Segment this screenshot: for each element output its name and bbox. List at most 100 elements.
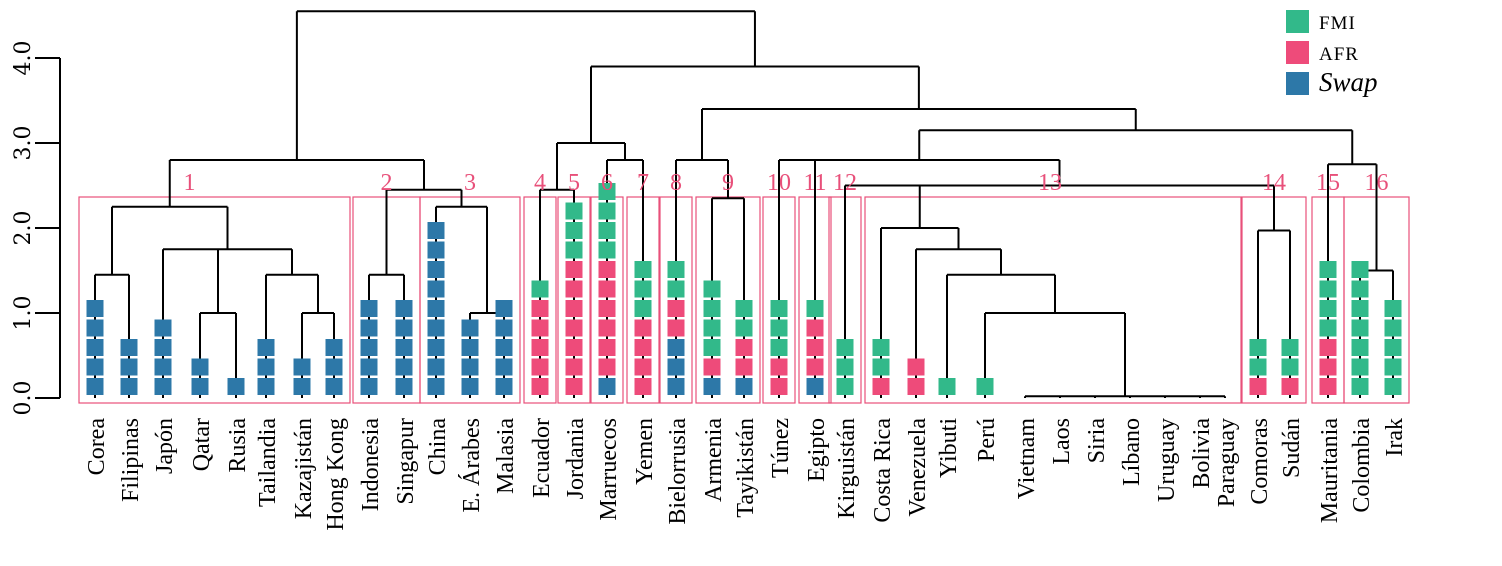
leaf-labels: Corea Filipinas Japón Qatar Rusia Tailandia Ka… [84,418,1408,531]
leaf-label: Uruguay [1154,418,1180,502]
cluster-box [78,196,351,404]
leaf-marker-swap [495,358,513,376]
leaf-marker-swap [427,261,445,278]
leaf-marker-fmi [1351,280,1369,298]
leaf-label: Hong Kong [323,418,349,531]
leaf-marker-afr [634,358,652,376]
leaf-marker-swap [257,378,275,395]
leaf-marker-swap [86,378,104,395]
leaf-marker-fmi [836,358,854,376]
cluster-numbers: 1 2 3 4 5 6 7 8 9 10 11 12 13 14 15 16 [184,170,1389,196]
leaf-marker-afr [598,261,616,278]
leaf-marker-swap [735,378,753,395]
leaf-marker-swap [427,358,445,376]
leaf-label: Mauritania [1317,418,1343,524]
cluster-number: 4 [534,170,546,196]
leaf-marker-fmi [1384,339,1402,356]
cluster-number: 2 [381,170,393,196]
leaf-marker-swap [427,339,445,356]
leaf-marker-fmi [634,261,652,278]
cluster-number: 3 [464,170,476,196]
cluster-box [864,196,1242,404]
legend-label-afr: AFR [1319,44,1359,65]
leaf-marker-swap [667,339,685,356]
leaf-marker-afr [1319,339,1337,356]
leaf-marker-swap [806,378,824,395]
legend-label-fmi: FMI [1319,13,1356,34]
leaf-marker-swap [191,378,209,395]
leaf-marker-fmi [1384,378,1402,395]
leaf-marker-afr [598,358,616,376]
leaf-marker-fmi [1351,339,1369,356]
leaf-marker-swap [667,378,685,395]
leaf-marker-fmi [1281,339,1299,356]
leaf-marker-fmi [598,222,616,239]
leaf-marker-swap [598,378,616,395]
leaf-label: Bolivia [1189,418,1215,489]
leaf-marker-fmi [565,222,583,239]
leaf-label: Japón [152,418,178,474]
y-axis: 0.0 1.0 2.0 3.0 4.0 [11,41,61,416]
leaf-marker-swap [427,319,445,337]
leaf-marker-afr [598,339,616,356]
leaf-marker-fmi [1351,300,1369,317]
leaf-marker-swap [86,339,104,356]
leaf-marker-afr [806,358,824,376]
leaf-marker-swap [325,339,343,356]
leaf-marker-afr [634,319,652,337]
leaf-marker-fmi [667,280,685,298]
cluster-number: 16 [1365,170,1389,196]
legend-swatch-fmi [1286,10,1309,33]
leaf-marker-swap [461,358,479,376]
leaf-marker-fmi [1319,280,1337,298]
cluster-number: 1 [184,170,196,196]
legend-swatch-swap [1286,72,1309,95]
leaf-marker-afr [907,358,925,376]
leaf-label: Tailandia [255,418,281,507]
leaf-marker-afr [872,378,890,395]
leaf-marker-fmi [598,202,616,220]
leaf-label: Yibuti [936,418,962,478]
cluster-number: 13 [1038,170,1062,196]
leaf-marker-swap [427,222,445,239]
leaf-marker-fmi [703,339,721,356]
leaf-marker-afr [531,339,549,356]
leaf-marker-fmi [836,339,854,356]
leaf-marker-swap [293,378,311,395]
leaf-marker-swap [427,300,445,317]
cluster-number: 15 [1316,170,1340,196]
leaf-marker-afr [1319,378,1337,395]
leaf-marker-fmi [1281,358,1299,376]
leaf-label: Irak [1382,418,1408,457]
leaf-marker-swap [461,378,479,395]
leaf-marker-fmi [735,319,753,337]
leaf-marker-afr [565,378,583,395]
y-tick-label: 1.0 [11,296,36,331]
leaf-marker-swap [154,378,172,395]
leaf-marker-afr [598,280,616,298]
leaf-label: Jordania [563,418,589,500]
leaf-marker-fmi [703,300,721,317]
leaf-marker-afr [565,319,583,337]
leaf-marker-afr [907,378,925,395]
leaf-marker-swap [360,378,378,395]
leaf-marker-swap [395,358,413,376]
leaf-label: Líbano [1119,418,1145,486]
leaf-label: Egipto [804,418,830,482]
leaf-marker-swap [191,358,209,376]
y-tick-label: 0.0 [11,381,36,416]
leaf-marker-afr [565,339,583,356]
leaf-marker-swap [427,241,445,259]
leaf-marker-swap [427,378,445,395]
leaf-marker-swap [293,358,311,376]
leaf-label: Indonesia [358,418,384,512]
leaf-marker-swap [495,339,513,356]
cluster-number: 10 [767,170,791,196]
leaf-label: Malasia [493,418,519,494]
leaf-marker-afr [1249,378,1267,395]
cluster-number: 9 [722,170,734,196]
leaf-marker-fmi [735,300,753,317]
leaf-marker-fmi [1351,319,1369,337]
leaf-marker-afr [667,300,685,317]
